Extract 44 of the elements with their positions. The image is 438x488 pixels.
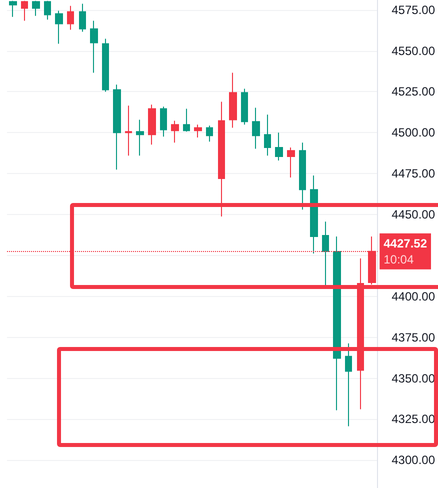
candlestick	[357, 258, 364, 410]
candlestick	[229, 72, 237, 128]
candlestick	[44, 0, 51, 20]
candlestick	[148, 104, 156, 146]
y-tick-label: 4475.00	[392, 166, 436, 181]
candlestick	[333, 236, 341, 411]
y-tick-label: 4300.00	[392, 453, 436, 468]
candlestick	[206, 125, 213, 142]
candlestick	[136, 119, 144, 156]
candlestick	[322, 221, 329, 287]
y-tick-label: 4325.00	[392, 412, 436, 426]
candlestick	[67, 5, 74, 30]
candlestick	[125, 105, 132, 156]
y-tick-label: 4400.00	[392, 289, 436, 304]
candlestick	[21, 0, 28, 22]
candlestick	[252, 107, 260, 150]
candlestick	[183, 108, 190, 132]
candlestick	[345, 342, 352, 427]
candlestick	[218, 101, 225, 217]
candlestick	[113, 84, 121, 170]
candlestick	[55, 10, 63, 44]
y-tick-label: 4525.00	[392, 84, 436, 99]
candlestick	[264, 114, 271, 156]
candlestick	[32, 0, 40, 16]
y-tick-label: 4500.00	[392, 126, 436, 140]
candlestick	[171, 120, 179, 144]
candlestick	[241, 88, 248, 126]
candlestick	[90, 20, 98, 74]
ref-line-label: 4427.52	[384, 236, 428, 250]
y-tick-label: 4575.00	[392, 2, 436, 17]
candlestick	[194, 124, 202, 138]
y-tick-label: 4375.00	[392, 330, 436, 344]
candlestick	[9, 0, 17, 18]
y-tick-label: 4350.00	[392, 371, 436, 386]
candlestick	[275, 132, 283, 161]
candlestick	[287, 147, 295, 178]
text: 10:04	[384, 252, 414, 266]
y-tick-label: 4450.00	[392, 208, 436, 222]
candlestick	[160, 106, 167, 138]
candlestick	[310, 175, 318, 254]
candlestick	[299, 142, 306, 210]
candlestick	[79, 3, 86, 32]
candlestick	[102, 38, 109, 92]
y-tick-label: 4550.00	[392, 44, 436, 58]
